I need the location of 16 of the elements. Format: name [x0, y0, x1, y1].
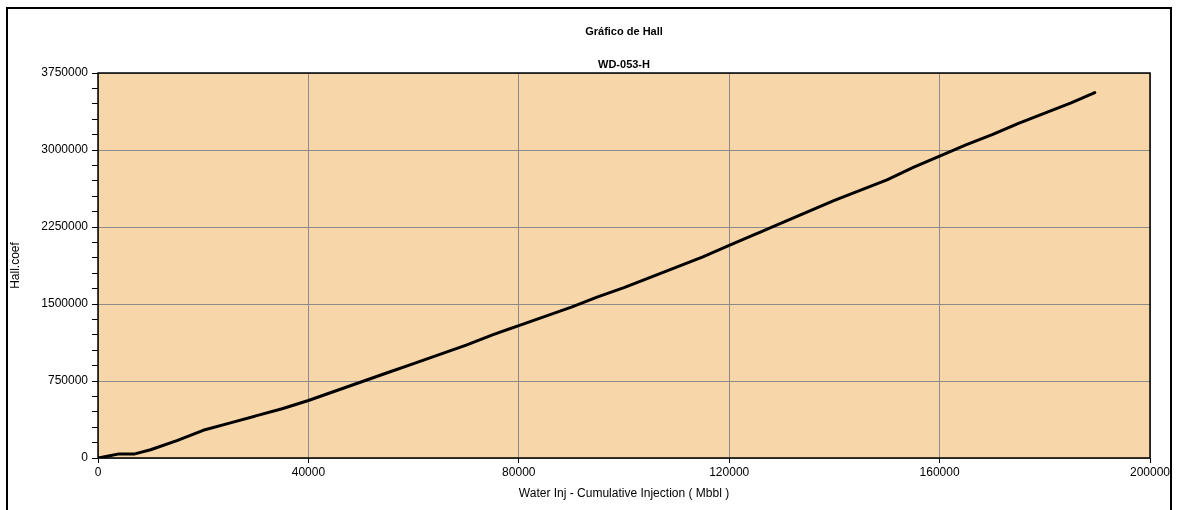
x-axis-title: Water Inj - Cumulative Injection ( Mbbl )	[518, 486, 730, 501]
y-tick-label: 3750000	[41, 65, 89, 80]
x-tick-label: 200000	[1129, 464, 1171, 479]
y-axis-title: Hall.coef	[8, 241, 23, 289]
x-tick-label: 160000	[919, 464, 960, 479]
y-tick-label: 3000000	[41, 142, 89, 157]
y-tick-label: 2250000	[41, 219, 89, 234]
x-tick-label: 80000	[502, 464, 536, 479]
chart-subtitle: WD-053-H	[598, 58, 651, 71]
y-tick-label: 0	[81, 450, 89, 465]
y-tick-label: 750000	[47, 373, 89, 388]
x-tick-label: 40000	[291, 464, 326, 479]
y-tick-label: 1500000	[41, 296, 89, 311]
x-tick-label: 120000	[709, 464, 750, 479]
x-tick-label: 0	[94, 464, 102, 479]
chart-title: Gráfico de Hall	[585, 25, 663, 38]
